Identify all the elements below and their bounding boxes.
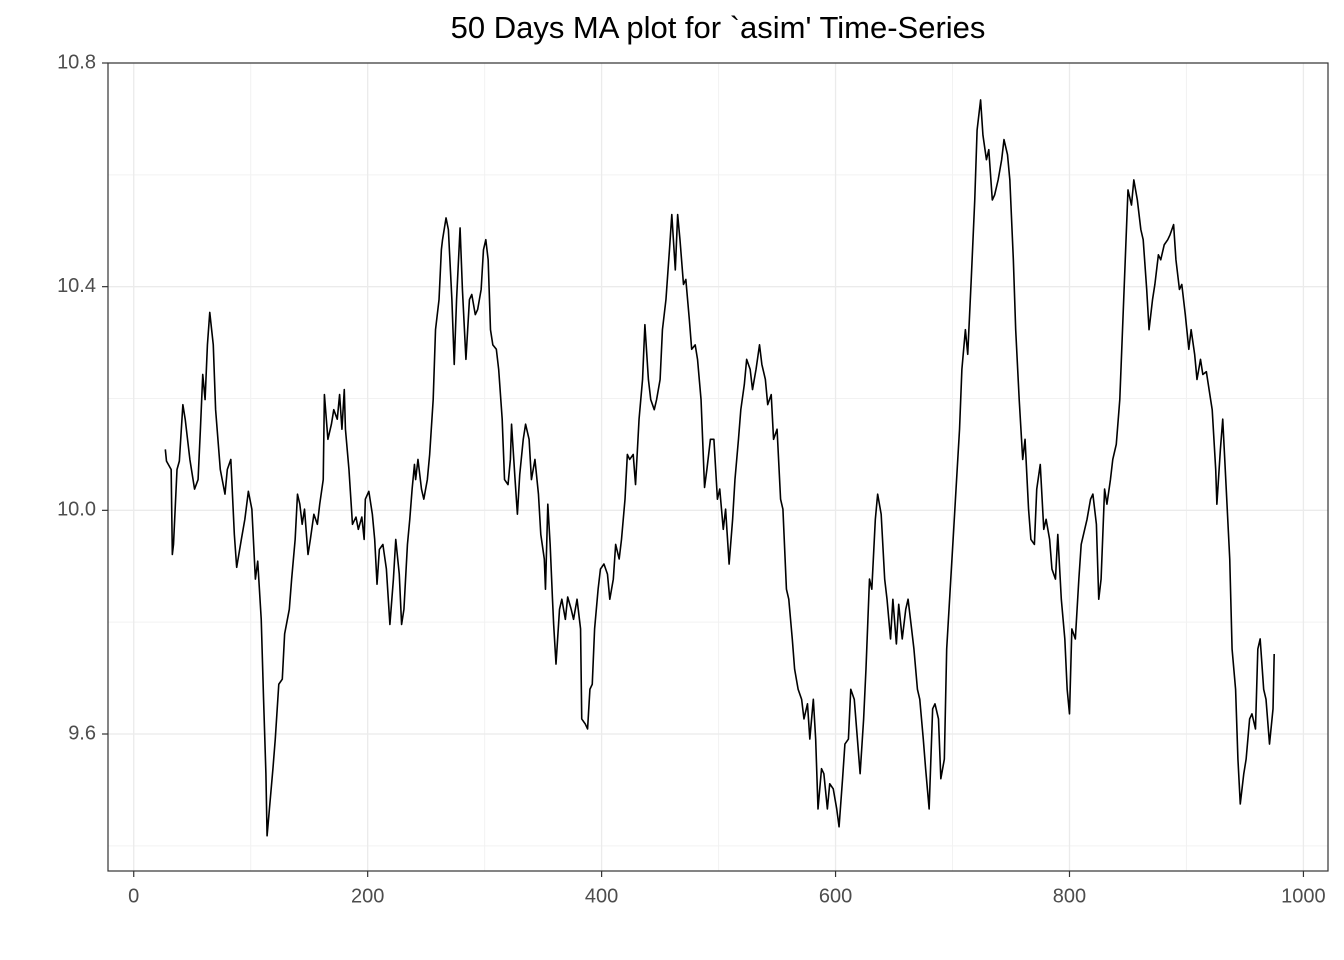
x-tick-label: 1000 bbox=[1281, 885, 1326, 907]
y-tick-label: 9.6 bbox=[68, 722, 96, 744]
marks bbox=[164, 99, 1275, 837]
line bbox=[164, 99, 1275, 837]
x-tick-label: 200 bbox=[351, 885, 384, 907]
chart-title: 50 Days MA plot for `asim' Time-Series bbox=[451, 10, 986, 45]
x-tick-label: 0 bbox=[128, 885, 139, 907]
x-tick-label: 600 bbox=[819, 885, 852, 907]
panel-border bbox=[107, 62, 1329, 872]
x-tick-label: 800 bbox=[1053, 885, 1086, 907]
x-tick-label: 400 bbox=[585, 885, 618, 907]
y-tick-label: 10.8 bbox=[57, 51, 96, 73]
y-tick-label: 10.0 bbox=[57, 499, 96, 521]
y-tick-label: 10.4 bbox=[57, 275, 96, 297]
